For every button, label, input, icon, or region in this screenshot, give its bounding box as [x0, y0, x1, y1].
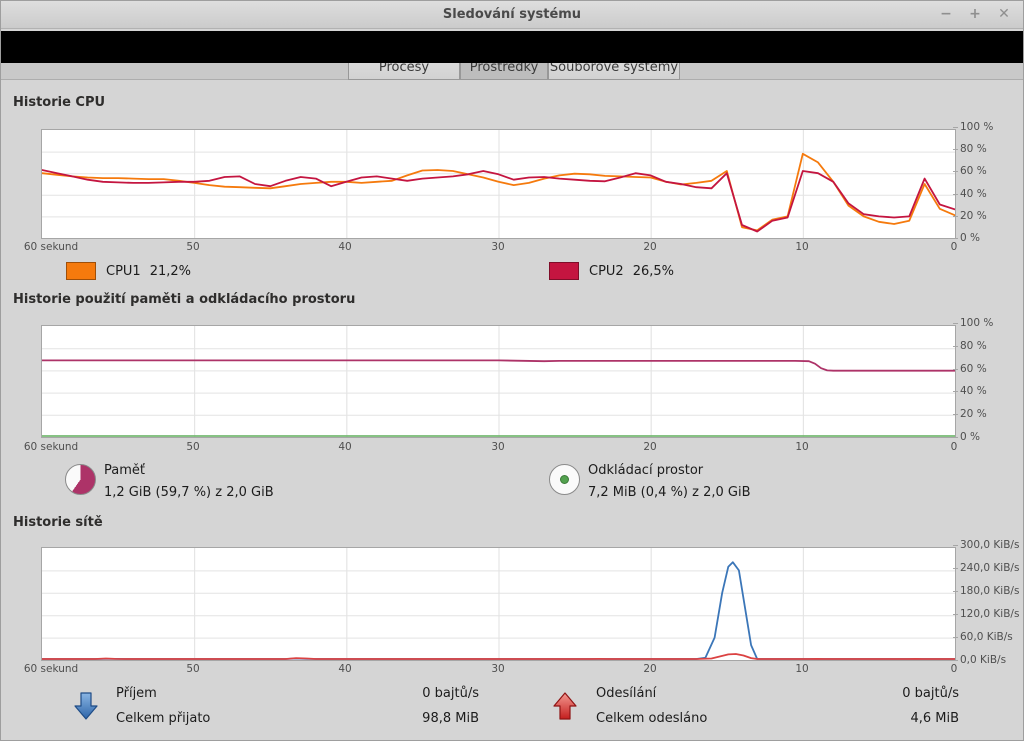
cpu-xtick: 60 sekund [23, 241, 79, 253]
cpu1-legend-item: CPU1 21,2% [66, 261, 191, 281]
mem-xtick: 50 [186, 441, 200, 453]
send-label: Odesílání [596, 686, 657, 701]
swap-label: Odkládací prostor [588, 463, 704, 478]
close-button[interactable]: ✕ [998, 6, 1010, 22]
memory-y-axis: 100 % 80 % 60 % 40 % 20 % 0 % [952, 317, 994, 443]
maximize-button[interactable]: + [969, 6, 981, 22]
cpu2-color-swatch [549, 262, 579, 280]
cpu-xtick: 40 [338, 241, 352, 253]
cpu1-color-swatch [66, 262, 96, 280]
cpu2-legend-item: CPU2 26,5% [549, 261, 674, 281]
cpu-xtick: 10 [795, 241, 809, 253]
net-xtick: 40 [338, 663, 352, 675]
cpu-legend: CPU1 21,2% CPU2 26,5% [1, 261, 1023, 283]
receive-total: 98,8 MiB [422, 711, 479, 726]
network-history-chart [41, 547, 956, 661]
cpu-ytick: 0 % [952, 232, 993, 244]
receive-rate-row: Příjem 0 bajtů/s [116, 686, 479, 701]
cpu-y-axis: 100 % 80 % 60 % 40 % 20 % 0 % [952, 121, 994, 244]
net-ytick: 60,0 KiB/s [952, 632, 1019, 643]
cpu1-value: 21,2% [149, 263, 192, 279]
net-xtick: 20 [643, 663, 657, 675]
cpu2-value: 26,5% [632, 263, 675, 279]
memory-detail: 1,2 GiB (59,7 %) z 2,0 GiB [104, 485, 274, 500]
net-xtick: 60 sekund [23, 663, 79, 675]
cpu-ytick: 20 % [952, 210, 993, 222]
send-total-row: Celkem odesláno 4,6 MiB [596, 711, 959, 726]
receive-total-row: Celkem přijato 98,8 MiB [116, 711, 479, 726]
memory-x-axis: 60 sekund 50 40 30 20 10 0 [24, 441, 958, 453]
mem-ytick: 100 % [952, 317, 994, 329]
redacted-menubar [1, 31, 1023, 63]
mem-xtick: 10 [795, 441, 809, 453]
net-ytick: 240,0 KiB/s [952, 562, 1020, 574]
mem-xtick: 40 [338, 441, 352, 453]
send-rate: 0 bajtů/s [902, 686, 959, 701]
net-ytick: 180,0 KiB/s [952, 585, 1020, 597]
network-x-axis: 60 sekund 50 40 30 20 10 0 [24, 663, 958, 675]
cpu-chart-canvas [42, 130, 955, 238]
swap-dot-icon [560, 475, 569, 484]
cpu-xtick: 0 [950, 241, 958, 253]
minimize-button[interactable]: − [940, 6, 952, 22]
mem-xtick: 60 sekund [23, 441, 79, 453]
cpu2-label: CPU2 [589, 263, 624, 279]
network-chart-canvas [42, 548, 955, 660]
net-ytick: 0,0 KiB/s [952, 655, 1019, 666]
cpu-ytick: 40 % [952, 188, 993, 200]
send-rate-row: Odesílání 0 bajtů/s [596, 686, 959, 701]
cpu-history-chart [41, 129, 956, 239]
network-section-title: Historie sítě [13, 515, 103, 530]
swap-detail: 7,2 MiB (0,4 %) z 2,0 GiB [588, 485, 751, 500]
mem-xtick: 20 [643, 441, 657, 453]
window-title: Sledování systému [442, 7, 582, 22]
network-y-axis: 300,0 KiB/s 240,0 KiB/s 180,0 KiB/s 120,… [952, 539, 1020, 666]
receive-label: Příjem [116, 686, 157, 701]
memory-pie-icon [65, 464, 96, 495]
net-ytick: 120,0 KiB/s [952, 608, 1020, 620]
mem-xtick: 30 [491, 441, 505, 453]
cpu1-label: CPU1 [106, 263, 141, 279]
upload-arrow-icon [553, 692, 577, 720]
mem-ytick: 80 % [952, 340, 993, 352]
swap-legend-text: Odkládací prostor 7,2 MiB (0,4 %) z 2,0 … [588, 460, 751, 504]
cpu-xtick: 50 [186, 241, 200, 253]
memory-section-title: Historie použití paměti a odkládacího pr… [13, 292, 356, 307]
mem-ytick: 60 % [952, 363, 993, 375]
swap-pie-icon [549, 464, 580, 495]
titlebar: Sledování systému − + ✕ [1, 1, 1023, 29]
net-xtick: 30 [491, 663, 505, 675]
memory-legend-text: Paměť 1,2 GiB (59,7 %) z 2,0 GiB [104, 460, 274, 504]
net-xtick: 0 [950, 663, 958, 675]
send-total: 4,6 MiB [910, 711, 959, 726]
send-total-label: Celkem odesláno [596, 711, 708, 726]
cpu-ytick: 60 % [952, 166, 993, 177]
cpu-ytick: 100 % [952, 121, 994, 133]
mem-ytick: 0 % [952, 431, 993, 443]
window-controls: − + ✕ [937, 5, 1013, 23]
receive-rate: 0 bajtů/s [422, 686, 479, 701]
cpu-section-title: Historie CPU [13, 95, 106, 110]
cpu-xtick: 20 [643, 241, 657, 253]
net-ytick: 300,0 KiB/s [952, 539, 1020, 551]
net-xtick: 50 [186, 663, 200, 675]
mem-xtick: 0 [950, 441, 958, 453]
mem-ytick: 40 % [952, 386, 993, 397]
cpu-ytick: 80 % [952, 144, 993, 155]
memory-chart-canvas [42, 326, 955, 437]
cpu-x-axis: 60 sekund 50 40 30 20 10 0 [24, 241, 958, 253]
cpu-xtick: 30 [491, 241, 505, 253]
receive-total-label: Celkem přijato [116, 711, 211, 726]
mem-ytick: 20 % [952, 409, 993, 420]
memory-label: Paměť [104, 463, 145, 478]
memory-history-chart [41, 325, 956, 438]
download-arrow-icon [74, 692, 98, 720]
net-xtick: 10 [795, 663, 809, 675]
